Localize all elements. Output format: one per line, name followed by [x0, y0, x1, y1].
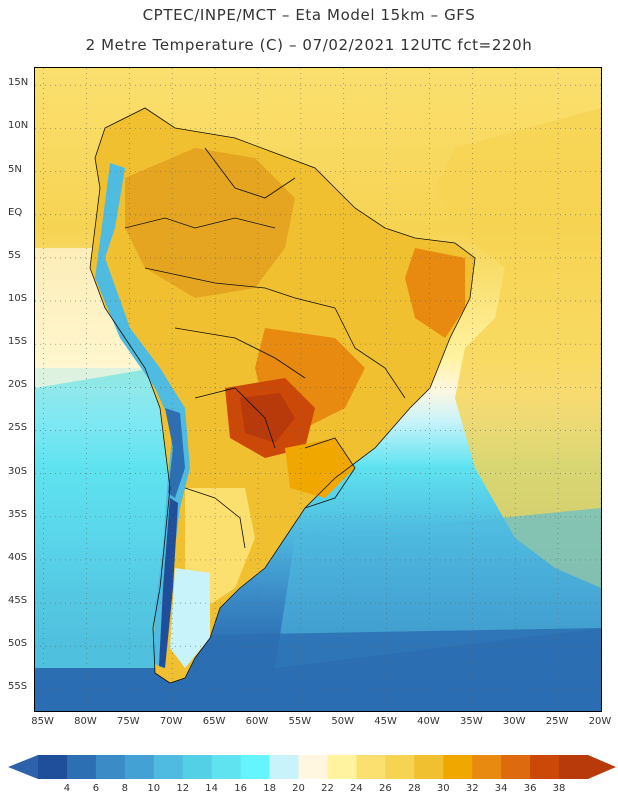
lat-tick-label: 10N: [8, 120, 29, 132]
amazon-hot-zone: [125, 148, 295, 298]
lat-tick-label: 5N: [8, 163, 22, 175]
lat-tick-label: 50S: [8, 638, 28, 650]
atlantic-warm-band: [435, 108, 601, 588]
colorbar-level-label: 38: [552, 783, 566, 794]
lat-tick-label: 15S: [8, 336, 28, 348]
lat-tick-label: 40S: [8, 551, 28, 563]
lat-tick-label: EQ: [8, 206, 23, 218]
colorbar-swatch: [530, 755, 560, 779]
colorbar-swatch: [240, 755, 271, 779]
colorbar-swatch: [559, 755, 589, 779]
colorbar-level-label: 18: [263, 783, 276, 794]
colorbar-level-label: 20: [292, 783, 305, 794]
colorbar-level-label: 30: [436, 783, 450, 794]
colorbar-level-label: 8: [121, 783, 129, 794]
colorbar-swatch: [327, 755, 357, 779]
lat-tick-label: 25S: [8, 422, 28, 434]
lat-tick-label: 5S: [8, 249, 21, 261]
map-title: CPTEC/INPE/MCT – Eta Model 15km – GFS: [142, 6, 476, 24]
patagonia-cool: [170, 568, 210, 668]
northeast-hot-zone: [405, 248, 465, 338]
colorbar-level-label: 4: [63, 783, 71, 794]
lon-tick-label: 25W: [545, 716, 569, 727]
colorbar-level-label: 12: [176, 783, 190, 794]
colorbar-swatch: [385, 755, 415, 779]
country-borders: [89, 107, 476, 684]
lon-tick-label: 40W: [417, 716, 440, 727]
lon-tick-label: 75W: [117, 716, 140, 727]
colorbar-level-label: 10: [147, 783, 161, 794]
colorbar-level-label: 34: [494, 783, 508, 794]
colorbar-swatch: [443, 755, 473, 779]
colorbar-level-label: 28: [407, 783, 421, 794]
colorbar-swatch: [38, 755, 68, 779]
colorbar-level-label: 24: [350, 783, 363, 794]
lat-tick-label: 10S: [8, 293, 28, 305]
colorbar-swatch: [124, 755, 155, 779]
andes-coldest-core: [159, 498, 178, 668]
lon-tick-label: 30W: [502, 716, 526, 727]
lon-tick-label: 35W: [460, 716, 483, 727]
lon-tick-label: 70W: [159, 716, 183, 727]
lon-tick-label: 55W: [288, 716, 312, 727]
temperature-colorbar: [8, 755, 616, 779]
colorbar-level-label: 36: [523, 783, 537, 794]
colorbar-swatch: [95, 755, 126, 779]
map-subtitle: 2 Metre Temperature (C) – 07/02/2021 12U…: [85, 36, 533, 54]
paraguay-core: [240, 393, 295, 443]
lat-lon-grid: [35, 68, 601, 711]
colorbar-swatch: [66, 755, 97, 779]
lat-tick-label: 30S: [8, 465, 28, 477]
lon-tick-label: 45W: [374, 716, 397, 727]
lat-tick-label: 45S: [8, 595, 28, 607]
lon-tick-label: 60W: [245, 716, 269, 727]
colorbar-swatch: [356, 755, 386, 779]
colorbar-level-label: 6: [92, 783, 100, 794]
andes-cold-ridge: [95, 163, 190, 668]
lon-tick-label: 50W: [331, 716, 355, 727]
lon-tick-label: 20W: [588, 716, 612, 727]
lat-tick-label: 35S: [8, 508, 28, 520]
colorbar-swatch: [269, 755, 300, 779]
lat-tick-label: 15N: [8, 77, 29, 89]
pacific-cool-zone: [35, 368, 175, 668]
colorbar-level-label: 32: [465, 783, 479, 794]
colorbar-level-label: 16: [234, 783, 247, 794]
colorbar-level-label: 14: [205, 783, 219, 794]
colorbar-swatch: [501, 755, 531, 779]
southern-brazil-warm: [285, 438, 355, 498]
colorbar-swatch: [472, 755, 502, 779]
colorbar-level-label: 22: [321, 783, 334, 794]
colorbar-low-arrow: [8, 755, 38, 779]
lon-tick-label: 85W: [31, 716, 54, 727]
lat-tick-label: 20S: [8, 379, 28, 391]
atlantic-cool-band: [275, 508, 601, 668]
lat-tick-label: 55S: [8, 681, 28, 693]
colorbar-level-label: 26: [378, 783, 392, 794]
colorbar-swatch: [153, 755, 184, 779]
lon-tick-label: 80W: [74, 716, 97, 727]
colorbar-swatch: [298, 755, 328, 779]
colorbar-high-arrow: [588, 755, 616, 779]
colorbar-swatch: [414, 755, 444, 779]
temperature-map: [34, 67, 602, 712]
colorbar-swatch: [182, 755, 213, 779]
lon-tick-label: 65W: [202, 716, 226, 727]
colorbar-swatch: [211, 755, 242, 779]
